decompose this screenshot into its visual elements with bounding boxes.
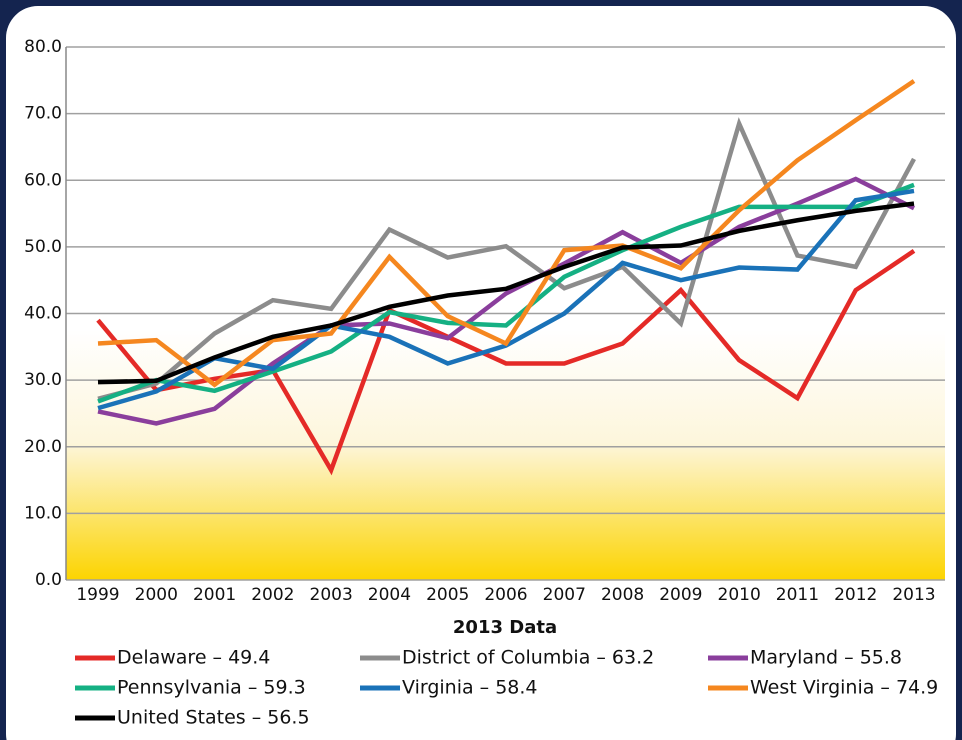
legend-label: Virginia – 58.4	[402, 677, 538, 699]
x-tick-label: 2007	[543, 585, 586, 605]
x-tick-label: 2000	[135, 585, 178, 605]
legend-label: Delaware – 49.4	[117, 647, 270, 669]
y-tick-label: 70.0	[24, 104, 62, 124]
x-tick-label: 2004	[368, 585, 411, 605]
y-tick-label: 60.0	[24, 170, 62, 190]
x-tick-label: 2008	[601, 585, 644, 605]
x-tick-label: 2011	[776, 585, 819, 605]
plot-glow	[66, 330, 945, 580]
legend-label: West Virginia – 74.9	[750, 677, 938, 699]
y-tick-label: 40.0	[24, 304, 62, 324]
x-tick-label: 2005	[426, 585, 469, 605]
x-tick-label: 2001	[193, 585, 236, 605]
series-line	[97, 176, 916, 426]
x-tick-label: 2002	[251, 585, 294, 605]
x-tick-label: 1999	[76, 585, 119, 605]
y-tick-label: 80.0	[24, 37, 62, 57]
legend-label: Maryland – 55.8	[750, 647, 902, 669]
x-tick-label: 2006	[484, 585, 527, 605]
legend-title: 2013 Data	[453, 617, 557, 638]
x-tick-label: 2009	[659, 585, 702, 605]
legend-label: District of Columbia – 63.2	[402, 647, 654, 669]
x-tick-label: 2003	[310, 585, 353, 605]
series-line	[97, 182, 915, 404]
series-line	[97, 201, 915, 385]
x-tick-label: 2013	[892, 585, 935, 605]
y-tick-label: 10.0	[24, 503, 62, 523]
x-tick-label: 2010	[718, 585, 761, 605]
y-tick-label: 50.0	[24, 237, 62, 257]
y-tick-label: 30.0	[24, 370, 62, 390]
x-tick-label: 2012	[834, 585, 877, 605]
y-tick-label: 0.0	[35, 570, 62, 590]
legend-label: United States – 56.5	[117, 707, 310, 729]
series-line	[96, 249, 916, 476]
y-tick-label: 20.0	[24, 437, 62, 457]
series-line	[97, 79, 916, 388]
legend-label: Pennsylvania – 59.3	[117, 677, 306, 699]
